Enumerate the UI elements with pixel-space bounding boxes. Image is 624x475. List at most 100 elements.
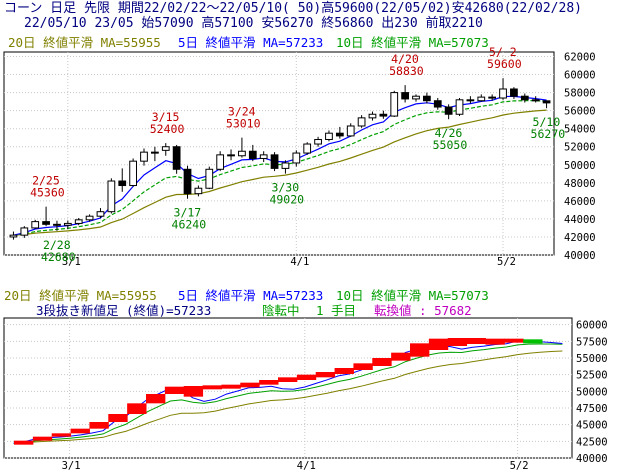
candle-body	[216, 154, 225, 170]
line-break-brick	[89, 422, 109, 429]
high-date-label: 3/15	[152, 110, 180, 124]
line-break-brick	[372, 358, 392, 366]
top-y-tick-label: 48000	[564, 178, 596, 190]
bottom-y-tick-label: 55000	[576, 353, 608, 365]
line-break-brick	[146, 394, 166, 404]
top-x-tick-label: 3/1	[62, 256, 81, 268]
low-date-label: 3/30	[271, 181, 299, 195]
candle-body	[401, 92, 409, 100]
candle-body	[85, 215, 94, 221]
candle-body	[118, 180, 127, 187]
candle-body	[227, 154, 235, 157]
chart-header: コーン 日足 先限 期間22/02/22～22/05/10( 50)高59600…	[0, 0, 624, 32]
line-break-brick	[315, 372, 336, 378]
line-break-brick	[70, 428, 90, 434]
candle-body	[31, 221, 40, 229]
candle-body	[488, 96, 497, 99]
candle-body	[346, 125, 355, 137]
line-break-brick	[391, 352, 411, 361]
candle-body	[248, 150, 257, 159]
line-break-brick	[485, 338, 505, 345]
high-value-label: 58830	[389, 64, 424, 78]
top-y-tick-label: 42000	[564, 232, 596, 244]
top-y-tick-label: 60000	[564, 70, 596, 82]
candle-body	[477, 96, 486, 102]
candle-body	[466, 99, 475, 102]
top-y-tick-label: 50000	[564, 160, 596, 172]
candle-body	[423, 95, 431, 102]
top-y-tick-label: 40000	[564, 250, 596, 262]
candle-body	[238, 150, 246, 157]
candle-body	[129, 160, 137, 187]
candle-body	[140, 151, 148, 162]
legend-ma20-bottom: 20日 終値平滑 MA=55955	[4, 288, 157, 303]
bottom-y-tick-label: 45000	[576, 420, 608, 432]
ma10-line	[13, 100, 547, 236]
candle-body	[74, 219, 83, 224]
candle-body	[455, 99, 464, 115]
candle-body	[357, 117, 366, 127]
top-pane-frame	[3, 51, 555, 256]
low-value-label: 46240	[172, 218, 207, 232]
kagi-state: 陰転中	[262, 303, 300, 318]
bottom-y-tick-label: 60000	[576, 320, 608, 332]
candle-body	[259, 154, 268, 159]
line-break-brick	[504, 338, 524, 343]
candle-body	[325, 132, 333, 141]
candle-body	[20, 227, 29, 236]
low-date-label: 2/28	[43, 238, 71, 252]
low-value-label: 55050	[433, 138, 468, 152]
ma20-line	[13, 109, 547, 236]
top-x-tick-label: 5/2	[497, 256, 516, 268]
line-break-brick	[466, 338, 486, 344]
line-break-brick	[410, 343, 430, 357]
line-break-brick	[183, 386, 204, 397]
bottom-pane-frame	[3, 317, 573, 459]
line-break-brick	[14, 440, 34, 445]
bottom-x-tick-label: 3/1	[62, 460, 81, 472]
line-break-brick	[221, 384, 241, 389]
bottom-y-tick-label: 47500	[576, 403, 608, 415]
bottom-ma5-line	[13, 340, 563, 444]
bottom-y-tick-label: 57500	[576, 336, 608, 348]
line-break-brick	[447, 338, 468, 346]
high-date-label: 5/ 2	[489, 45, 517, 59]
candle-body	[53, 223, 61, 226]
line-break-brick	[240, 382, 260, 388]
line-break-brick	[278, 377, 298, 382]
candle-body	[314, 139, 322, 145]
top-y-tick-label: 54000	[564, 124, 596, 136]
candle-body	[270, 154, 279, 169]
candle-body	[499, 88, 507, 99]
candle-body	[151, 151, 159, 154]
top-y-tick-label: 58000	[564, 88, 596, 100]
candle-body	[520, 95, 529, 101]
kagi-label: 3段抜き新値足 (終値)=57233	[36, 303, 212, 318]
candle-body	[444, 106, 453, 115]
candle-body	[194, 187, 203, 195]
line-break-brick	[164, 386, 185, 394]
line-break-brick	[353, 363, 373, 370]
high-date-label: 2/25	[32, 174, 60, 188]
candle-body	[183, 168, 192, 195]
legend-ma5-top: 5日 終値平滑 MA=57233	[178, 35, 324, 50]
high-date-label: 3/24	[228, 105, 256, 119]
low-value-label: 49020	[269, 193, 304, 207]
bottom-ma20-line	[13, 350, 563, 444]
candle-body	[107, 180, 116, 213]
candle-body	[96, 211, 105, 217]
low-date-label: 3/17	[174, 206, 202, 220]
candle-body	[433, 100, 442, 108]
line-break-brick	[334, 368, 354, 374]
bottom-x-tick-label: 4/1	[297, 460, 316, 472]
line-break-brick	[108, 414, 128, 422]
candle-body	[379, 113, 388, 117]
header-title-line: コーン 日足 先限 期間22/02/22～22/05/10( 50)高59600…	[4, 1, 582, 16]
candle-body	[9, 234, 18, 238]
candle-body	[42, 221, 50, 225]
legend-ma20-top: 20日 終値平滑 MA=55955	[8, 35, 161, 50]
high-date-label: 4/20	[391, 52, 419, 66]
high-value-label: 59600	[487, 57, 522, 71]
